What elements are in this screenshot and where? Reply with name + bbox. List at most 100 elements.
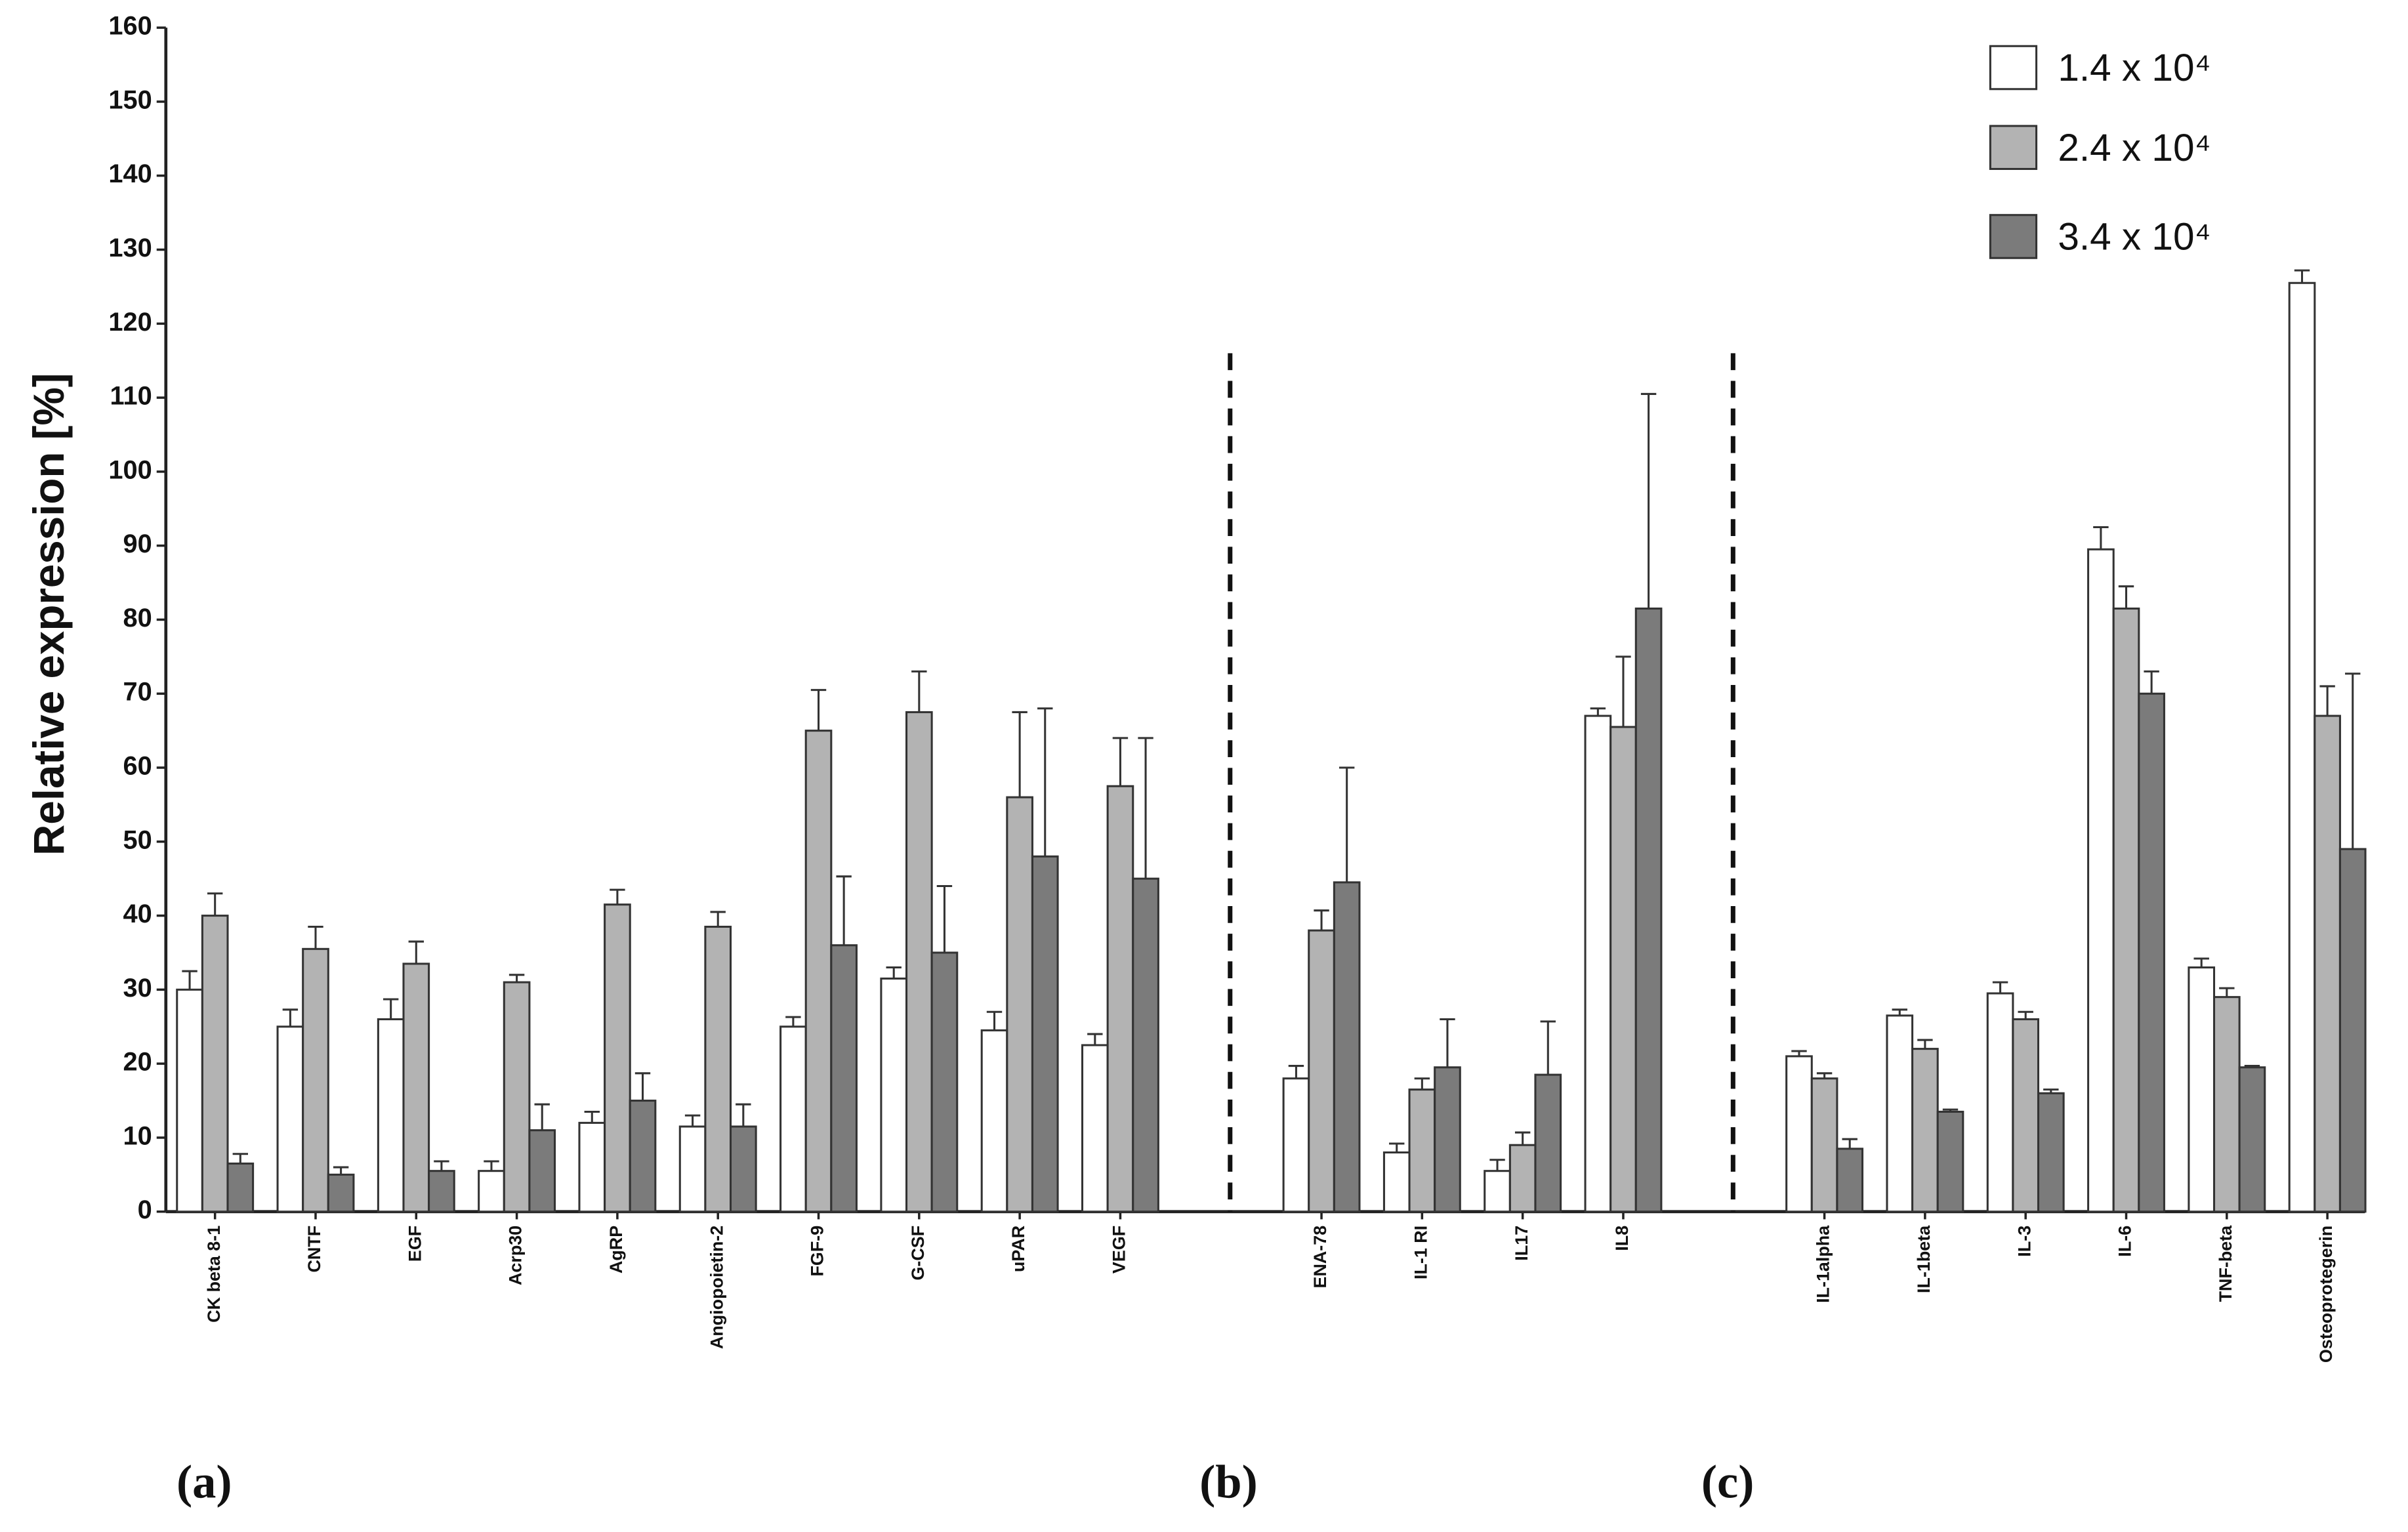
bar: [1031, 855, 1059, 1213]
y-axis-title: Relative expression [%]: [25, 373, 73, 856]
x-tick-label: AgRP: [606, 1226, 626, 1273]
y-tick-label: 110: [110, 382, 152, 411]
bar: [980, 1029, 1008, 1213]
bar: [1408, 1088, 1436, 1213]
bar: [1584, 714, 1612, 1213]
bar: [478, 1170, 505, 1213]
y-tick-label: 100: [108, 455, 152, 484]
bar: [1785, 1055, 1813, 1213]
y-tick-label: 120: [108, 308, 152, 337]
y-tick-label: 70: [123, 678, 152, 707]
bar: [1484, 1170, 1511, 1213]
bar: [2087, 548, 2115, 1213]
bar: [1534, 1073, 1562, 1213]
bar: [1936, 1110, 1964, 1213]
bar: [327, 1173, 355, 1213]
bar: [2338, 848, 2367, 1213]
bar: [1006, 796, 1033, 1213]
bar: [201, 915, 229, 1213]
y-tick-label: 10: [123, 1121, 152, 1150]
bar: [1810, 1077, 1838, 1213]
bar: [578, 1121, 606, 1213]
bar: [704, 925, 732, 1213]
bar: [1333, 881, 1361, 1213]
x-tick-label: CK beta 8-1: [204, 1226, 224, 1323]
bar: [377, 1018, 405, 1213]
bar: [1886, 1014, 1914, 1213]
bar: [678, 1125, 707, 1213]
bar: [629, 1100, 657, 1213]
legend-swatch: [1989, 214, 2038, 259]
bar: [2188, 966, 2216, 1213]
y-tick-label: 50: [123, 825, 152, 854]
panel-label: (a): [176, 1455, 232, 1508]
bar: [1081, 1044, 1109, 1213]
bar: [503, 981, 531, 1213]
bar: [604, 903, 631, 1213]
x-tick-label: EGF: [405, 1226, 425, 1262]
bar: [226, 1162, 255, 1213]
bar: [1609, 726, 1637, 1213]
y-tick-label: 140: [108, 159, 152, 188]
legend-label: 3.4 x 10⁴: [2058, 216, 2211, 259]
x-tick-label: Angiopoietin-2: [707, 1226, 726, 1349]
x-tick-label: IL-1 RI: [1411, 1226, 1430, 1279]
bar: [2012, 1018, 2040, 1213]
x-tick-label: Osteoprotegerin: [2316, 1226, 2336, 1363]
bar: [176, 988, 203, 1213]
x-tick-label: FGF-9: [808, 1226, 827, 1277]
x-tick-label: IL8: [1612, 1226, 1632, 1251]
bar: [730, 1125, 757, 1213]
x-tick-label: IL-3: [2014, 1226, 2034, 1257]
x-tick-label: VEGF: [1110, 1226, 1129, 1273]
y-tick-label: 0: [138, 1195, 152, 1224]
y-tick-label: 60: [123, 752, 152, 781]
bar: [1634, 608, 1663, 1213]
x-tick-label: IL-1alpha: [1814, 1225, 1833, 1303]
bar: [2314, 714, 2341, 1213]
bar: [1132, 877, 1159, 1213]
bar: [1308, 929, 1335, 1213]
y-tick-label: 150: [108, 85, 152, 114]
y-tick-label: 130: [108, 234, 152, 262]
bar: [905, 711, 933, 1213]
bar: [1508, 1144, 1537, 1213]
bar: [2288, 281, 2316, 1213]
bar: [302, 947, 329, 1213]
bar: [779, 1025, 807, 1213]
bar: [1382, 1151, 1411, 1213]
bar: [2238, 1066, 2266, 1213]
panel-label: (b): [1199, 1455, 1258, 1508]
bar: [1282, 1077, 1310, 1213]
x-tick-label: uPAR: [1008, 1226, 1028, 1272]
bar: [1911, 1048, 1939, 1213]
x-tick-label: IL-1beta: [1914, 1225, 1934, 1293]
legend-swatch: [1989, 45, 2038, 91]
x-tick-label: Acrp30: [506, 1226, 526, 1285]
bar: [1434, 1066, 1461, 1213]
y-tick-label: 90: [123, 529, 152, 558]
y-tick-label: 80: [123, 604, 152, 632]
bar: [2138, 692, 2165, 1213]
bar: [930, 951, 959, 1213]
bar: [804, 730, 833, 1213]
bar: [528, 1129, 556, 1213]
legend-swatch: [1989, 125, 2038, 171]
bar: [402, 963, 430, 1213]
bar: [1836, 1148, 1864, 1213]
bar: [2112, 608, 2140, 1213]
bar: [428, 1170, 455, 1213]
bar: [1986, 992, 2014, 1213]
x-tick-label: CNTF: [304, 1226, 324, 1273]
panel-label: (c): [1701, 1455, 1754, 1508]
y-tick-label: 30: [123, 974, 152, 1003]
bar: [1106, 785, 1134, 1213]
legend-label: 1.4 x 10⁴: [2058, 47, 2211, 89]
x-tick-label: ENA-78: [1310, 1226, 1330, 1289]
x-tick-label: TNF-beta: [2216, 1225, 2235, 1302]
y-tick-label: 40: [123, 900, 152, 928]
x-tick-label: IL-6: [2115, 1226, 2135, 1257]
bar: [880, 977, 908, 1213]
bar: [2212, 996, 2241, 1213]
